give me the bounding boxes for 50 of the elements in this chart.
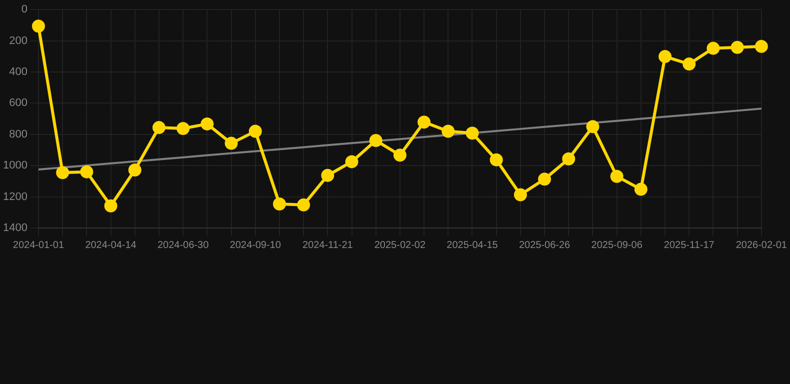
point — [80, 165, 94, 178]
point — [730, 40, 744, 54]
x-tick-label: 2025-04-15 — [446, 240, 498, 251]
x-tick-label: 2024-01-01 — [12, 240, 64, 251]
x-tick-label: 2026-02-01 — [736, 240, 788, 251]
y-tick-label: 600 — [9, 97, 28, 110]
point — [706, 42, 720, 55]
point — [562, 152, 576, 166]
point — [754, 40, 768, 53]
point — [466, 126, 479, 140]
point — [538, 172, 552, 186]
point — [682, 58, 696, 71]
y-tick-label: 800 — [9, 128, 28, 140]
point — [297, 198, 310, 212]
point — [32, 20, 45, 33]
y-tick-label: 1200 — [2, 190, 28, 203]
point — [104, 199, 118, 212]
y-tick-label: 1400 — [2, 222, 28, 234]
point — [272, 197, 286, 210]
point — [248, 124, 262, 138]
point — [224, 136, 238, 150]
x-tick-label: 2025-11-17 — [664, 240, 715, 251]
x-tick-label: 2025-02-02 — [374, 240, 426, 251]
y-tick-label: 1000 — [2, 160, 28, 172]
point — [586, 120, 600, 134]
point — [658, 50, 672, 64]
y-tick-label: 0 — [21, 4, 28, 16]
point — [128, 163, 142, 176]
x-tick-label: 2024-06-30 — [157, 240, 210, 251]
point — [369, 134, 382, 147]
point — [321, 168, 334, 182]
x-tick-label: 2024-09-10 — [230, 240, 282, 251]
point — [634, 182, 648, 196]
y-tick-label: 200 — [9, 34, 28, 47]
point — [200, 117, 214, 130]
point — [442, 124, 455, 138]
point — [56, 166, 70, 180]
point — [176, 122, 190, 135]
x-tick-label: 2025-09-06 — [591, 240, 643, 251]
x-tick-label: 2024-04-14 — [85, 240, 137, 251]
point — [490, 153, 503, 166]
point — [514, 188, 527, 202]
y-tick-label: 400 — [9, 66, 28, 78]
point — [345, 155, 358, 168]
point — [418, 116, 431, 129]
point — [610, 170, 624, 183]
point — [152, 121, 166, 134]
x-tick-label: 2024-11-21 — [302, 240, 354, 251]
point — [393, 148, 406, 162]
x-tick-label: 2025-06-26 — [518, 240, 571, 251]
